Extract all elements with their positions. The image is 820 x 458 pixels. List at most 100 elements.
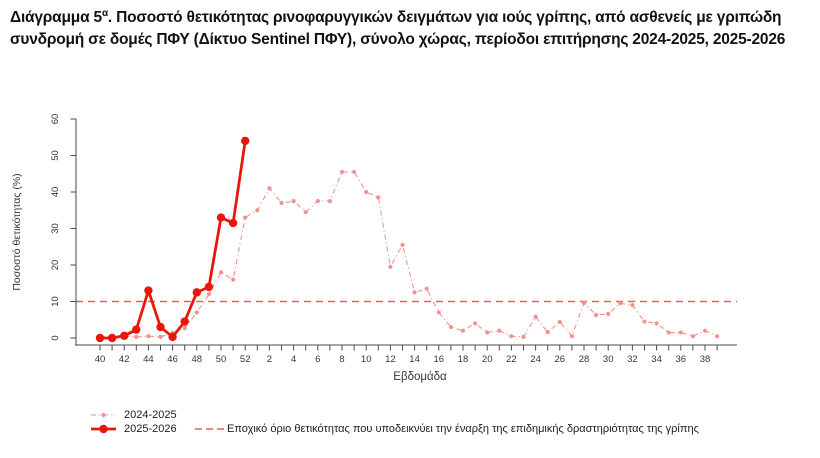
x-tick-label: 2 — [267, 354, 272, 365]
legend-threshold-dash-icon — [195, 428, 225, 430]
x-tick-label: 18 — [458, 354, 469, 365]
x-tick-label: 50 — [216, 354, 227, 365]
legend-label-2025-2026: 2025-2026 — [124, 423, 177, 435]
chart-legend: 2024-2025 2025-2026 Εποχικό όριο θετικότ… — [90, 408, 810, 436]
data-point-2024-2025 — [690, 334, 696, 339]
chart-title-prefix: Διάγραμμα 5 — [10, 9, 102, 26]
data-point-2025-2026 — [241, 136, 250, 146]
y-tick-label: 30 — [50, 223, 61, 234]
x-tick-label: 46 — [167, 354, 178, 365]
legend-solid-line-icon — [91, 424, 116, 434]
data-point-2024-2025 — [206, 292, 211, 297]
data-point-2024-2025 — [194, 310, 199, 315]
data-point-2025-2026 — [168, 332, 177, 342]
chart-title-rest: . Ποσοστό θετικότητας ρινοφαρυγγικών δει… — [10, 9, 786, 48]
x-tick-label: 4 — [291, 354, 296, 365]
data-point-2024-2025 — [606, 311, 611, 317]
x-tick-label: 20 — [482, 354, 493, 365]
y-tick-label: 20 — [50, 260, 61, 271]
x-tick-label: 16 — [434, 354, 445, 365]
data-point-2025-2026 — [132, 325, 141, 334]
data-point-2024-2025 — [315, 199, 320, 204]
data-point-2024-2025 — [267, 186, 272, 191]
x-tick-label: 6 — [315, 354, 320, 365]
data-point-2025-2026 — [144, 286, 153, 295]
x-tick-label: 22 — [506, 354, 517, 365]
data-point-2024-2025 — [255, 208, 260, 213]
y-tick-label: 40 — [50, 187, 61, 198]
x-tick-label: 12 — [385, 354, 396, 365]
x-tick-label: 52 — [240, 354, 251, 365]
data-point-2024-2025 — [146, 334, 151, 339]
data-point-2024-2025 — [339, 169, 345, 175]
legend-item-2024-2025: 2024-2025 — [90, 408, 810, 422]
data-point-2024-2025 — [376, 195, 381, 200]
x-tick-label: 36 — [676, 354, 687, 365]
data-point-2024-2025 — [291, 199, 296, 204]
data-point-2024-2025 — [364, 189, 369, 195]
legend-dashdot-line-icon — [91, 412, 116, 418]
data-point-2024-2025 — [618, 301, 623, 306]
data-point-2024-2025 — [509, 334, 514, 339]
data-point-2024-2025 — [279, 200, 284, 206]
data-point-2025-2026 — [120, 331, 129, 341]
data-point-2024-2025 — [545, 330, 550, 335]
data-point-2025-2026 — [192, 288, 201, 297]
y-tick-label: 0 — [50, 335, 61, 340]
series-line-2024-2025 — [100, 171, 718, 338]
data-point-2024-2025 — [448, 324, 453, 330]
data-point-2024-2025 — [352, 169, 357, 175]
chart-title-superscript: α — [101, 7, 108, 19]
data-point-2025-2026 — [204, 282, 214, 292]
data-point-2024-2025 — [521, 334, 526, 340]
x-tick-label: 8 — [339, 354, 344, 365]
x-tick-label: 30 — [603, 354, 614, 365]
data-point-2025-2026 — [228, 218, 238, 228]
x-tick-label: 10 — [361, 354, 372, 365]
y-tick-label: 60 — [50, 114, 61, 125]
x-tick-label: 14 — [409, 354, 420, 365]
x-tick-label: 42 — [119, 354, 130, 365]
data-point-2024-2025 — [630, 303, 635, 308]
data-point-2024-2025 — [473, 321, 478, 326]
series-line-2025-2026 — [100, 140, 247, 340]
data-point-2024-2025 — [642, 319, 647, 324]
data-point-2024-2025 — [182, 326, 187, 331]
data-point-2024-2025 — [460, 328, 466, 333]
data-point-2024-2025 — [134, 334, 139, 340]
x-tick-label: 40 — [95, 354, 106, 365]
data-point-2024-2025 — [557, 319, 562, 325]
data-point-2024-2025 — [400, 242, 405, 248]
data-point-2024-2025 — [497, 328, 502, 333]
data-point-2025-2026 — [180, 317, 189, 326]
data-point-2024-2025 — [485, 330, 490, 335]
data-point-2024-2025 — [569, 334, 575, 339]
y-axis-title: Ποσοστό θετικότητας (%) — [11, 173, 23, 290]
data-point-2024-2025 — [678, 330, 683, 335]
data-point-2024-2025 — [715, 334, 720, 339]
x-tick-label: 32 — [627, 354, 638, 365]
x-tick-label: 26 — [555, 354, 566, 365]
data-point-2024-2025 — [303, 209, 308, 215]
legend-item-2025-2026: 2025-2026 Εποχικό όριο θετικότητας που υ… — [90, 422, 810, 436]
line-chart: 40 42 44 46 48 50 52 2 4 6 8 10 12 14 16 18 20 22 24 26 28 30… — [11, 114, 737, 383]
data-point-2024-2025 — [654, 321, 659, 326]
data-point-2024-2025 — [533, 314, 538, 319]
data-point-2024-2025 — [158, 334, 163, 340]
data-point-2024-2025 — [594, 312, 599, 318]
data-point-2024-2025 — [581, 300, 587, 306]
y-tick-label: 50 — [50, 150, 61, 161]
data-point-2024-2025 — [412, 290, 417, 295]
data-point-2025-2026 — [156, 322, 165, 332]
data-point-2024-2025 — [666, 330, 671, 335]
x-tick-label: 24 — [530, 354, 541, 365]
data-point-2024-2025 — [436, 310, 441, 315]
x-tick-label: 34 — [651, 354, 662, 365]
data-point-2025-2026 — [107, 333, 117, 343]
legend-label-2024-2025: 2024-2025 — [124, 409, 177, 421]
x-tick-label: 44 — [143, 354, 154, 365]
data-point-2024-2025 — [243, 215, 248, 220]
y-tick-label: 10 — [50, 296, 61, 307]
data-point-2024-2025 — [218, 270, 224, 275]
data-point-2024-2025 — [702, 328, 708, 333]
